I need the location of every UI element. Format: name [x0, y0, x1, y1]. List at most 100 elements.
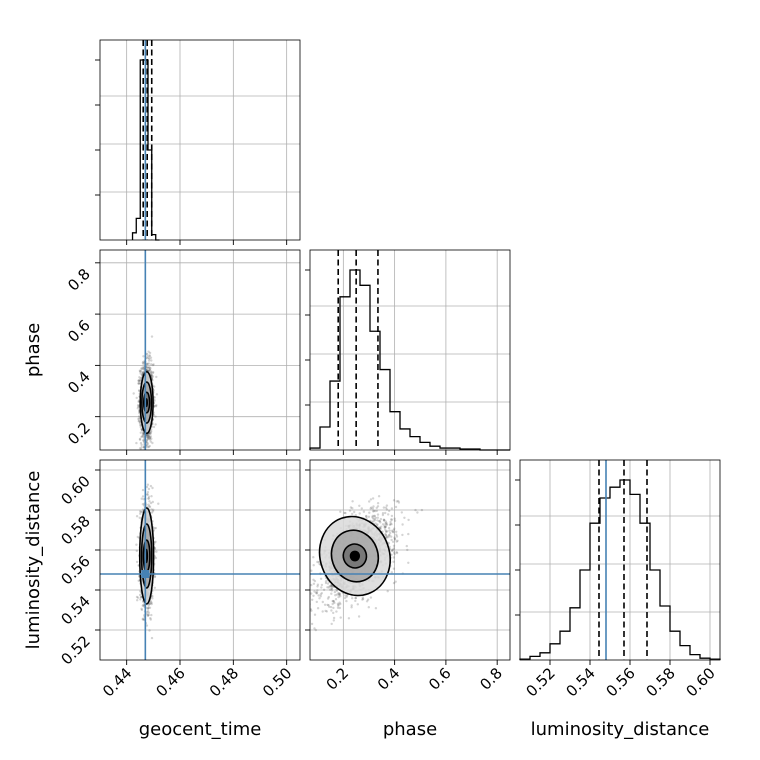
scatter-point [389, 522, 392, 526]
scatter-point [150, 602, 153, 606]
scatter-point [138, 516, 141, 519]
scatter-point [316, 560, 319, 564]
scatter-point [140, 367, 143, 370]
scatter-point [140, 435, 143, 439]
scatter-point [318, 597, 321, 600]
scatter-point [154, 526, 157, 530]
scatter-point [149, 484, 153, 488]
scatter-point [151, 595, 154, 598]
scatter-point [141, 370, 144, 374]
scatter-point [393, 538, 397, 541]
scatter-point [347, 617, 351, 620]
scatter-point [150, 373, 153, 376]
scatter-point [139, 596, 143, 599]
scatter-point [332, 600, 336, 603]
contour-phase-luminosity_distance-2 [318, 515, 391, 597]
scatter-point [149, 501, 153, 505]
scatter-point [139, 424, 142, 427]
scatter-point [371, 507, 374, 510]
scatter-point [328, 605, 331, 608]
scatter-point [157, 502, 160, 505]
scatter-point [147, 350, 150, 353]
scatter-point [390, 518, 393, 521]
scatter-point [150, 373, 153, 377]
scatter-point [334, 594, 337, 597]
scatter-point [329, 588, 332, 591]
scatter-point [310, 569, 313, 572]
scatter-point [388, 534, 391, 537]
scatter-point [384, 522, 387, 525]
scatter-point [310, 592, 313, 595]
tick-label-luminosity_distance-1: 0.54 [562, 664, 598, 700]
scatter-point [319, 593, 322, 596]
scatter-point [385, 523, 389, 526]
scatter-point [354, 596, 357, 600]
scatter-point [395, 530, 398, 533]
scatter-point [153, 575, 156, 579]
scatter-point [148, 504, 151, 508]
panel-geocent_time-geocent_time-frame [99, 39, 301, 241]
scatter-point [155, 375, 158, 379]
contour-geocent_time-luminosity_distance-1 [140, 523, 153, 589]
scatter-point [142, 603, 145, 607]
scatter-point [372, 510, 375, 513]
scatter-point [139, 379, 142, 383]
scatter-point [392, 544, 396, 547]
scatter-point [324, 609, 327, 613]
tick-label-y-phase-1: 0.4 [64, 367, 94, 397]
scatter-point [147, 437, 150, 441]
scatter-point [147, 362, 151, 365]
scatter-point [372, 519, 375, 523]
scatter-point [345, 599, 348, 603]
scatter-point [376, 523, 379, 526]
scatter-point [155, 393, 159, 396]
scatter-point [145, 613, 149, 616]
scatter-point [148, 351, 152, 355]
scatter-point [382, 506, 386, 509]
scatter-point [146, 434, 149, 437]
scatter-point [153, 527, 156, 530]
tick-label-y-luminosity_distance-3: 0.58 [57, 512, 93, 548]
scatter-point [312, 556, 315, 559]
scatter-point [139, 376, 142, 380]
scatter-point [135, 549, 138, 553]
scatter-point [147, 434, 151, 438]
ylabel-phase: phase [23, 323, 44, 377]
scatter-point [365, 514, 368, 518]
scatter-point [314, 628, 317, 632]
scatter-point [314, 591, 318, 594]
scatter-point [141, 439, 145, 442]
scatter-point [335, 610, 338, 613]
scatter-point [306, 584, 308, 586]
scatter-point [146, 445, 149, 449]
scatter-point [384, 511, 387, 515]
scatter-point [137, 579, 140, 582]
scatter-point [395, 500, 398, 503]
scatter-point [141, 367, 145, 370]
scatter-point [149, 432, 152, 435]
scatter-point [339, 510, 342, 513]
tick-label-phase-1: 0.4 [374, 664, 404, 694]
scatter-point [145, 441, 148, 444]
scatter-point [146, 443, 149, 446]
scatter-point [383, 518, 386, 522]
contour-geocent_time-luminosity_distance-2 [138, 507, 155, 605]
scatter-point [138, 378, 141, 381]
scatter-point [361, 597, 365, 601]
scatter-point [305, 604, 307, 606]
scatter-point [389, 520, 392, 524]
ylabel-luminosity-distance: luminosity_distance [23, 471, 44, 650]
scatter-point [368, 511, 371, 514]
scatter-point [147, 436, 150, 439]
scatter-point [310, 622, 314, 626]
scatter-point [392, 567, 396, 570]
scatter-point [312, 578, 315, 581]
scatter-point [371, 497, 375, 500]
scatter-point [152, 425, 156, 429]
scatter-point [150, 511, 154, 514]
scatter-point [153, 575, 157, 578]
scatter-point [326, 586, 329, 589]
scatter-point [370, 506, 373, 509]
scatter-point [303, 587, 305, 589]
panel-phase-phase-frame [309, 249, 511, 451]
